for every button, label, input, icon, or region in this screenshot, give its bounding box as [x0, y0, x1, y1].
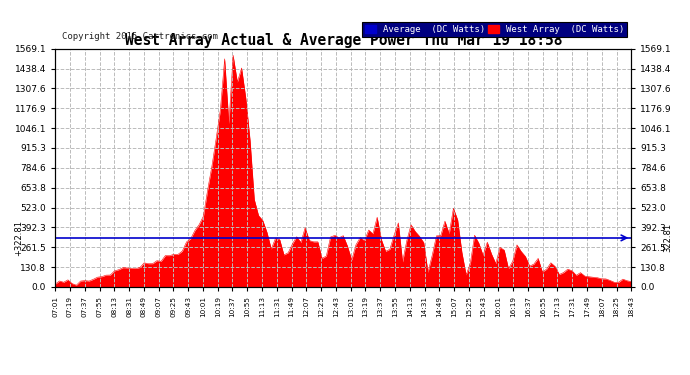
Text: Copyright 2015 Cartronics.com: Copyright 2015 Cartronics.com	[62, 32, 218, 41]
Legend: Average  (DC Watts), West Array  (DC Watts): Average (DC Watts), West Array (DC Watts…	[362, 22, 627, 37]
Text: 322.81: 322.81	[663, 224, 672, 252]
Title: West Array Actual & Average Power Thu Mar 19 18:58: West Array Actual & Average Power Thu Ma…	[124, 33, 562, 48]
Text: +322.81: +322.81	[14, 220, 23, 256]
